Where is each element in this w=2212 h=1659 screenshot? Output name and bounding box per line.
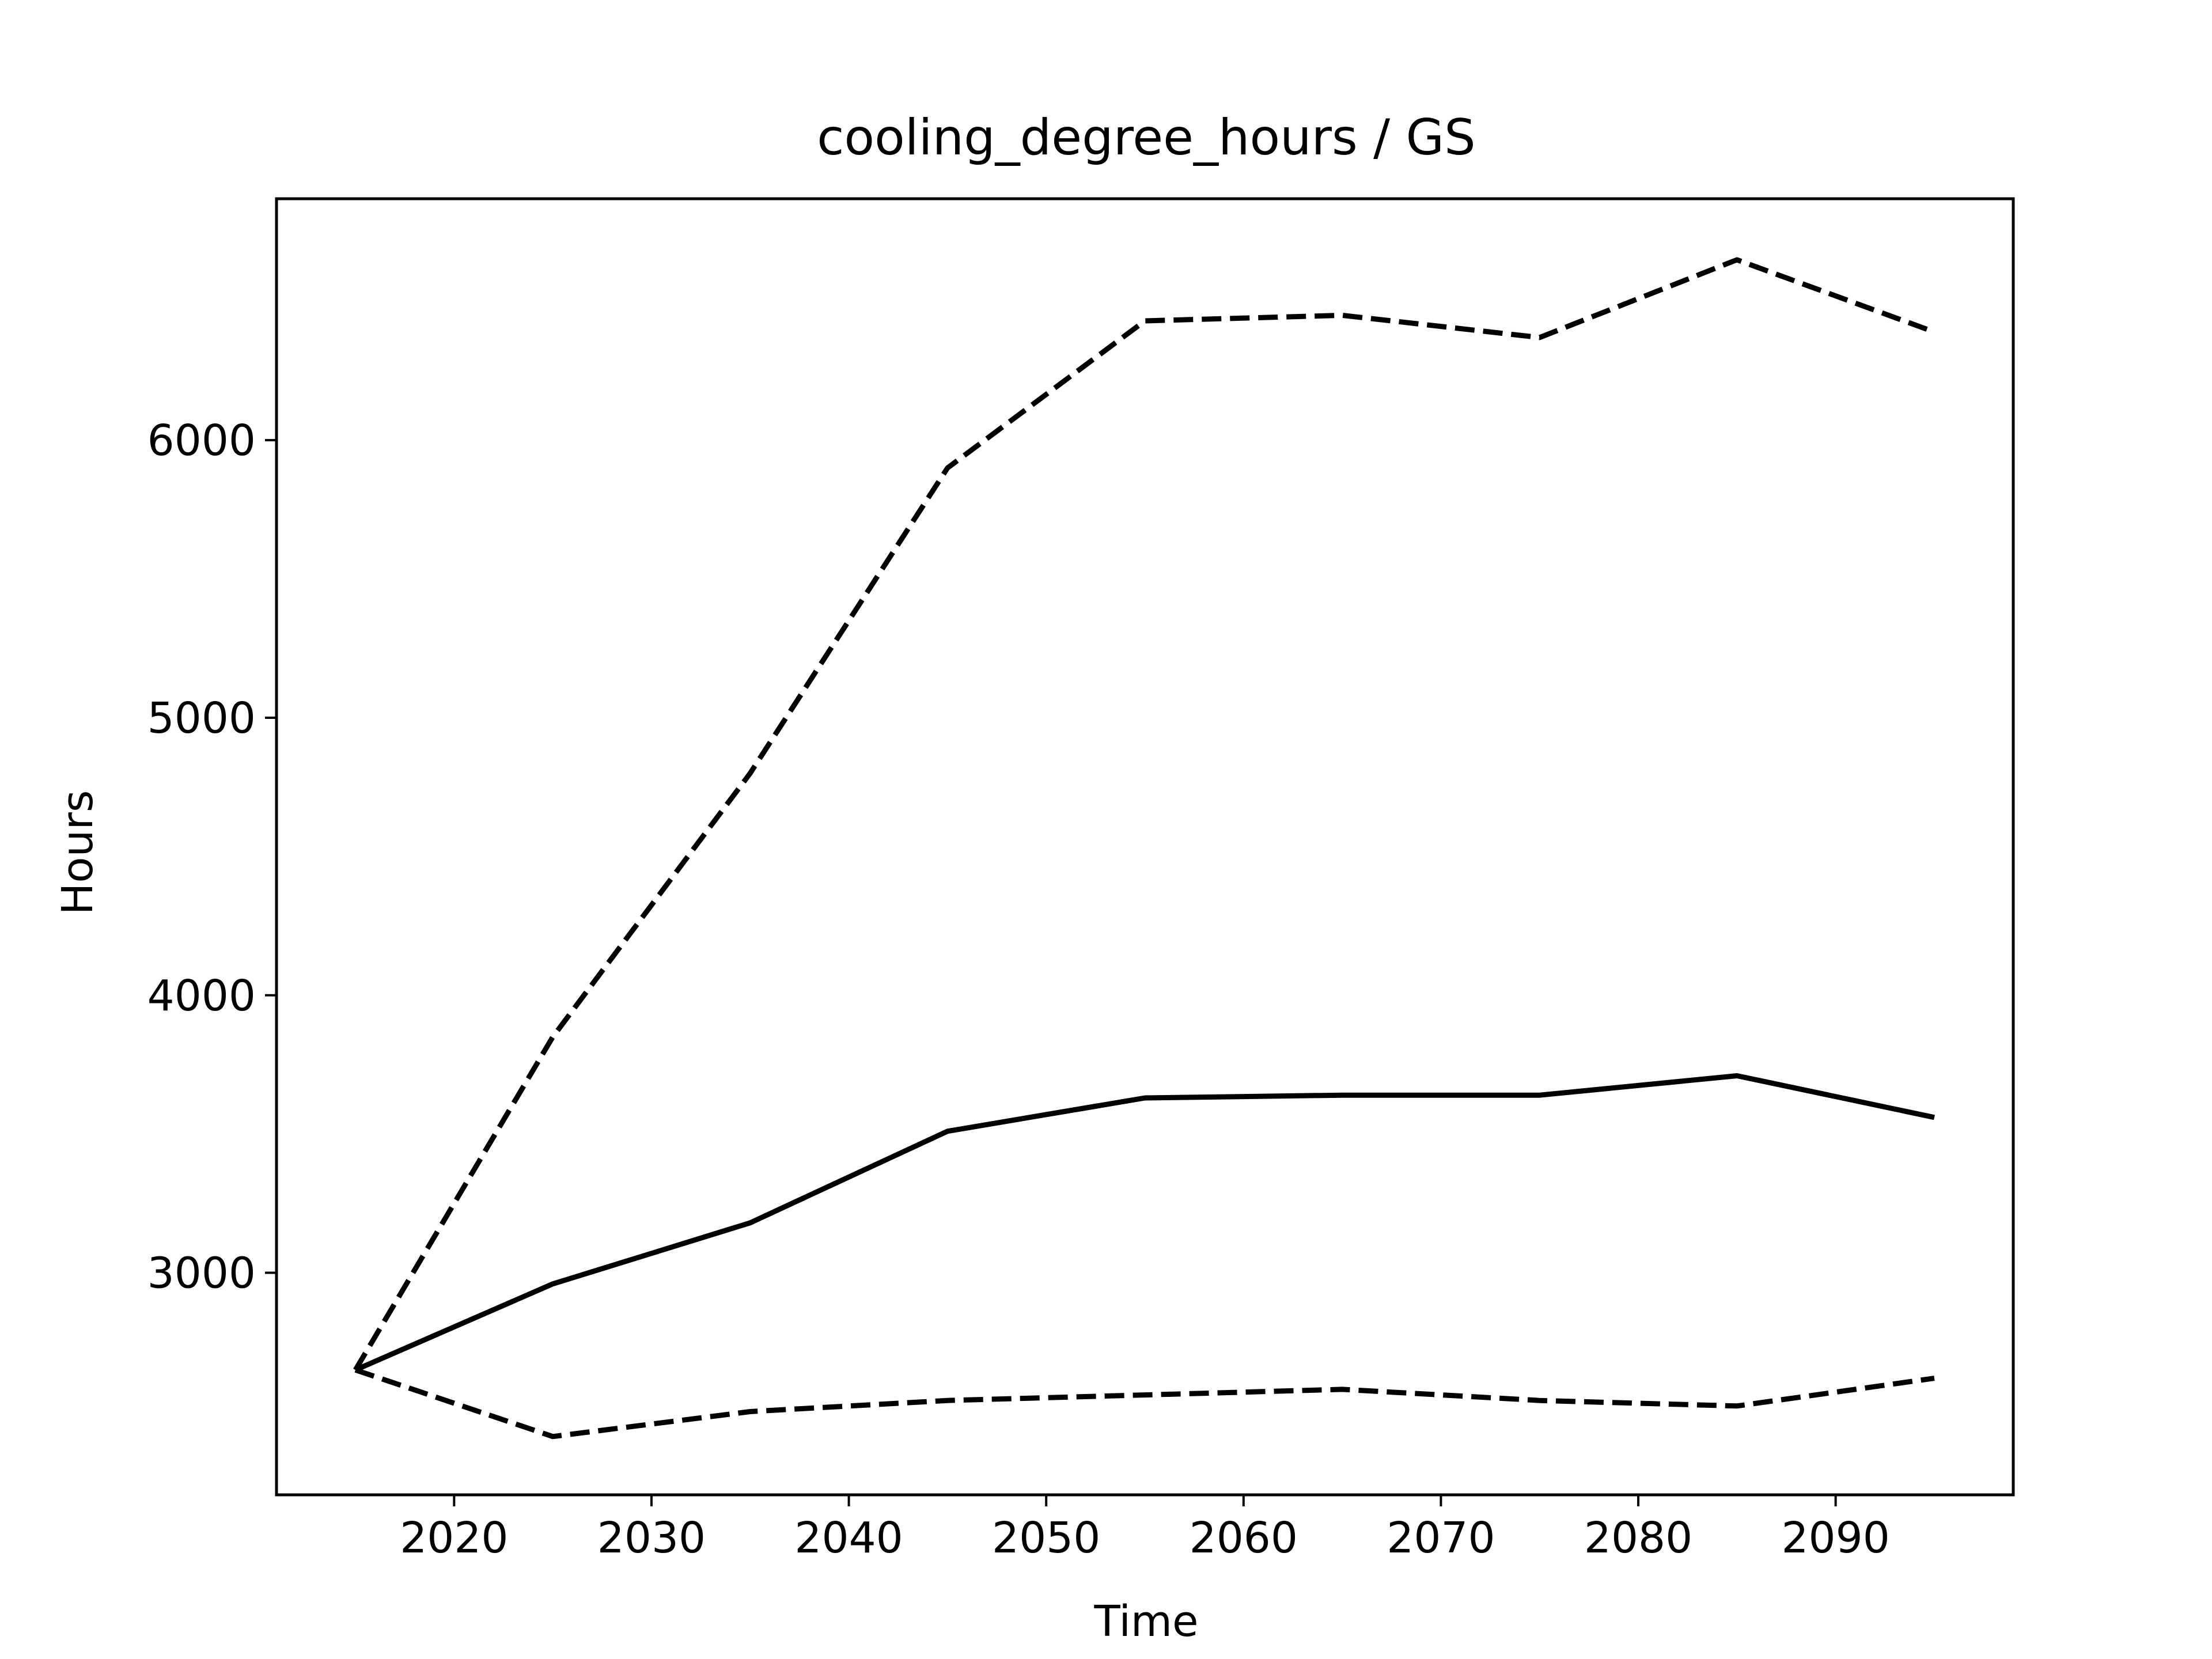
series-line-3-dashed xyxy=(354,1367,1935,1440)
x-tick-label: 2080 xyxy=(1584,1513,1692,1563)
y-axis-label: Hours xyxy=(53,790,103,915)
chart-title: cooling_degree_hours / GS xyxy=(817,109,1475,166)
x-tick-label: 2090 xyxy=(1781,1513,1889,1563)
y-tick-label: 3000 xyxy=(147,1249,256,1298)
x-tick-label: 2050 xyxy=(992,1513,1100,1563)
series-line-1-dashed xyxy=(353,257,1936,1372)
y-tick-label: 6000 xyxy=(147,416,256,465)
series-layer xyxy=(353,257,1936,1440)
series-line-2-solid xyxy=(354,1073,1935,1373)
y-tick-label: 4000 xyxy=(147,971,256,1021)
x-tick-label: 2070 xyxy=(1387,1513,1495,1563)
plot-area-frame xyxy=(275,197,2015,1497)
y-axis: 3000 4000 5000 6000 xyxy=(147,416,276,1298)
x-tick-label: 2020 xyxy=(400,1513,508,1563)
x-tick-label: 2060 xyxy=(1190,1513,1298,1563)
x-axis: 2020 2030 2040 2050 2060 2070 2080 2090 xyxy=(400,1495,1890,1563)
x-axis-label: Time xyxy=(1093,1597,1198,1646)
x-tick-label: 2040 xyxy=(794,1513,903,1563)
x-tick-label: 2030 xyxy=(597,1513,706,1563)
y-tick-label: 5000 xyxy=(147,694,256,743)
